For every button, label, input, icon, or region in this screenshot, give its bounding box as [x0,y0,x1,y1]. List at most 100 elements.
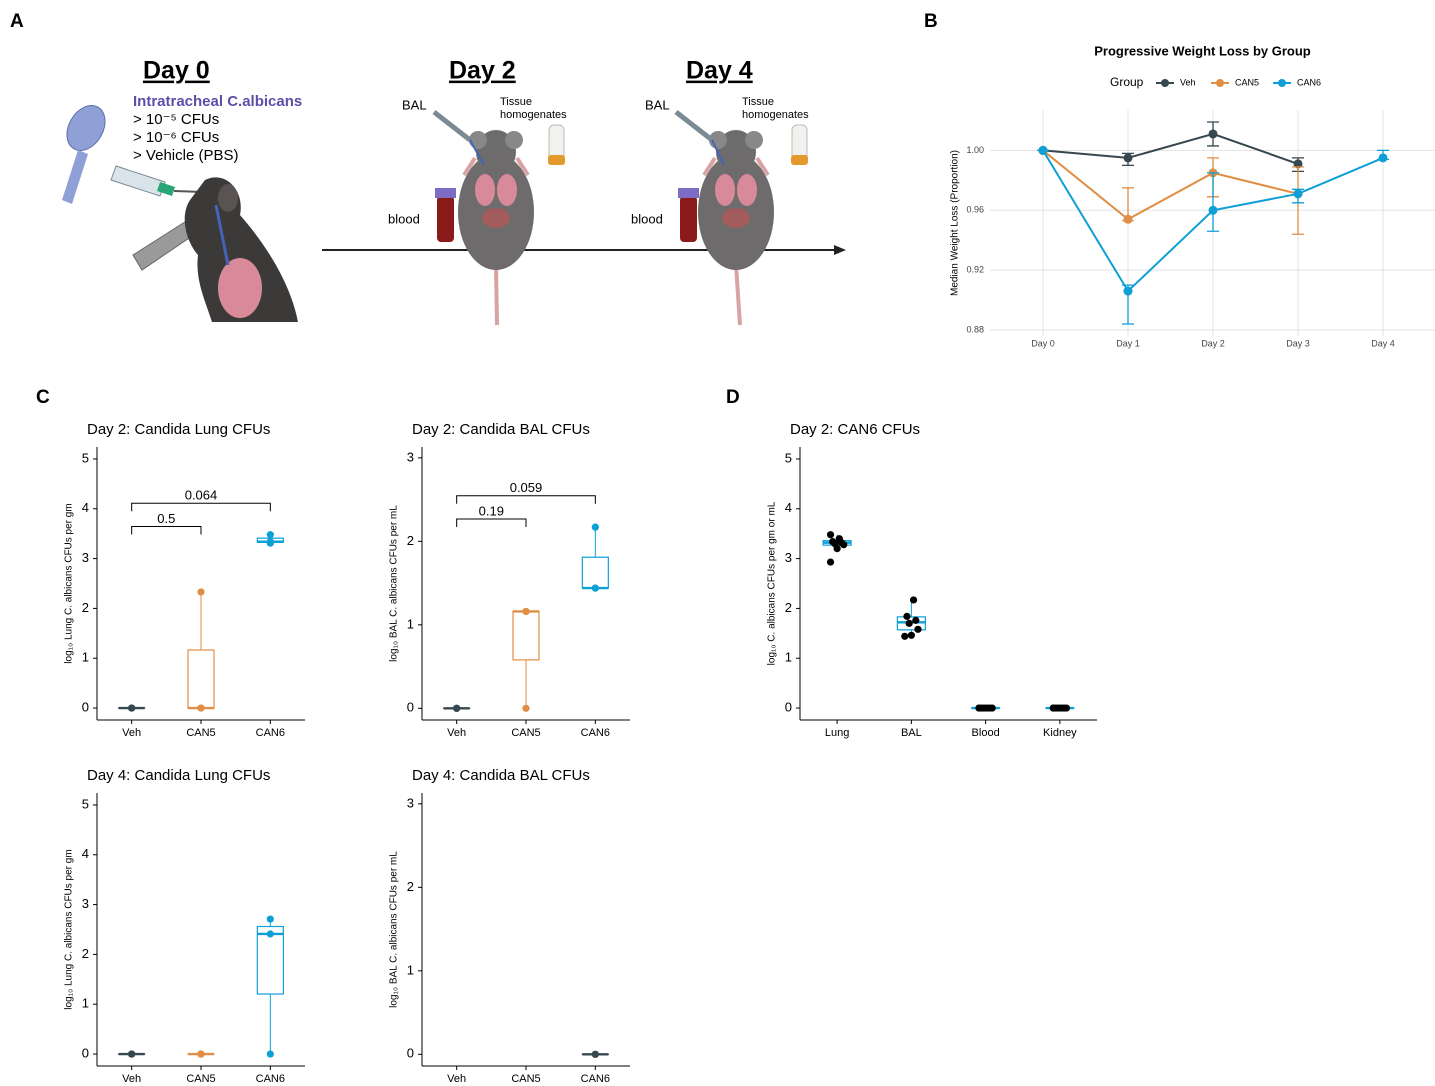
y-tick-label: 0.88 [966,324,984,334]
x-tick-label: Day 0 [1031,338,1055,348]
y-tick-label: 1 [82,650,89,665]
y-axis-label: log₁₀ BAL C. albicans CFUs per mL [389,851,400,1008]
point [266,538,274,546]
sample-label: homogenates [742,109,809,121]
y-axis-label: log₁₀ C. albicans CFUs per gm or mL [767,501,778,665]
x-tick-label: CAN6 [256,1073,285,1085]
point [907,631,915,639]
x-tick-label: Blood [972,727,1000,739]
x-tick-label: Veh [447,1073,466,1085]
chart-title: Day 2: Candida BAL CFUs [412,421,590,438]
panel-label: B [924,11,938,32]
y-axis-label: log₁₀ BAL C. albicans CFUs per mL [389,505,400,662]
point [1123,153,1133,163]
x-tick-label: Lung [825,727,849,739]
y-tick-label: 0 [82,1045,89,1060]
point [266,930,274,938]
point [128,704,136,712]
p-value: 0.19 [479,503,504,518]
point [909,596,918,604]
x-tick-label: Day 1 [1116,338,1140,348]
y-tick-label: 3 [82,550,89,565]
mouse [184,177,298,322]
trachea [214,204,230,266]
y-tick-label: 2 [407,879,414,894]
x-tick-label: CAN5 [511,727,540,739]
p-value: 0.059 [510,480,543,495]
point [1049,704,1057,712]
x-tick-label: Day 2 [1201,338,1225,348]
y-tick-label: 1 [82,996,89,1011]
y-tick-label: 1 [785,650,792,665]
tube-line [711,139,725,166]
x-tick-label: Day 3 [1286,338,1310,348]
point [826,558,835,566]
legend-swatch-dot [1278,79,1286,87]
panel-label: D [726,387,740,408]
y-tick-label: 1 [407,616,414,631]
point [1293,189,1303,199]
p-value: 0.064 [185,488,218,503]
panel-label: C [36,387,50,408]
dose: > 10⁻⁶ CFUs [133,129,219,146]
y-tick-label: 3 [407,795,414,810]
mouse [698,130,774,326]
legend-label: Veh [1180,77,1196,87]
legend-title: Group [1110,75,1144,89]
point [903,612,911,620]
lungs [218,258,262,318]
point [266,1050,274,1058]
x-tick-label: Day 4 [1371,338,1395,348]
y-tick-label: 4 [82,846,89,861]
arrow-head [834,245,846,255]
sample-label: blood [631,211,663,226]
sample-label: BAL [645,97,670,112]
y-tick-label: 1.00 [966,145,984,155]
y-tick-label: 5 [785,450,792,465]
y-tick-label: 4 [785,500,792,515]
point [826,531,835,539]
y-tick-label: 0 [82,699,89,714]
syringe [674,110,714,142]
y-tick-label: 2 [82,600,89,615]
y-tick-label: 0 [407,700,414,715]
chart-title: Day 2: CAN6 CFUs [790,421,920,438]
point [1123,214,1133,224]
point [914,625,922,633]
syringe [432,110,472,142]
x-tick-label: CAN5 [186,1073,215,1085]
y-axis-label: log₁₀ Lung C. albicans CFUs per gm [64,849,75,1009]
y-tick-label: 0.92 [966,265,984,275]
point [975,704,983,712]
y-tick-label: 2 [82,946,89,961]
point [1378,153,1388,163]
point [197,704,205,712]
x-tick-label: Kidney [1043,727,1077,739]
x-tick-label: Veh [122,1073,141,1085]
blood-cap [435,188,456,198]
point [901,632,909,640]
box [581,556,609,589]
legend-swatch-dot [1216,79,1224,87]
syringe-hub [157,182,175,196]
chart-title: Day 4: Candida Lung CFUs [87,767,270,784]
point [912,616,920,624]
bracket [131,502,271,512]
y-tick-label: 3 [82,896,89,911]
bracket [456,495,596,504]
x-tick-label: BAL [901,727,922,739]
dose: > Vehicle (PBS) [133,147,238,164]
y-tick-label: 3 [785,550,792,565]
route: Intratracheal C.albicans [133,93,302,110]
y-axis-label: log₁₀ Lung C. albicans CFUs per gm [64,503,75,663]
point [591,584,599,592]
x-tick-label: CAN6 [256,727,285,739]
legend-label: CAN6 [1297,77,1321,87]
y-axis-label: Median Weight Loss (Proportion) [950,150,961,296]
tissue-cap [548,155,565,165]
x-tick-label: CAN5 [511,1073,540,1085]
blood-tube [437,196,454,242]
point [1208,129,1218,139]
box [187,649,215,709]
